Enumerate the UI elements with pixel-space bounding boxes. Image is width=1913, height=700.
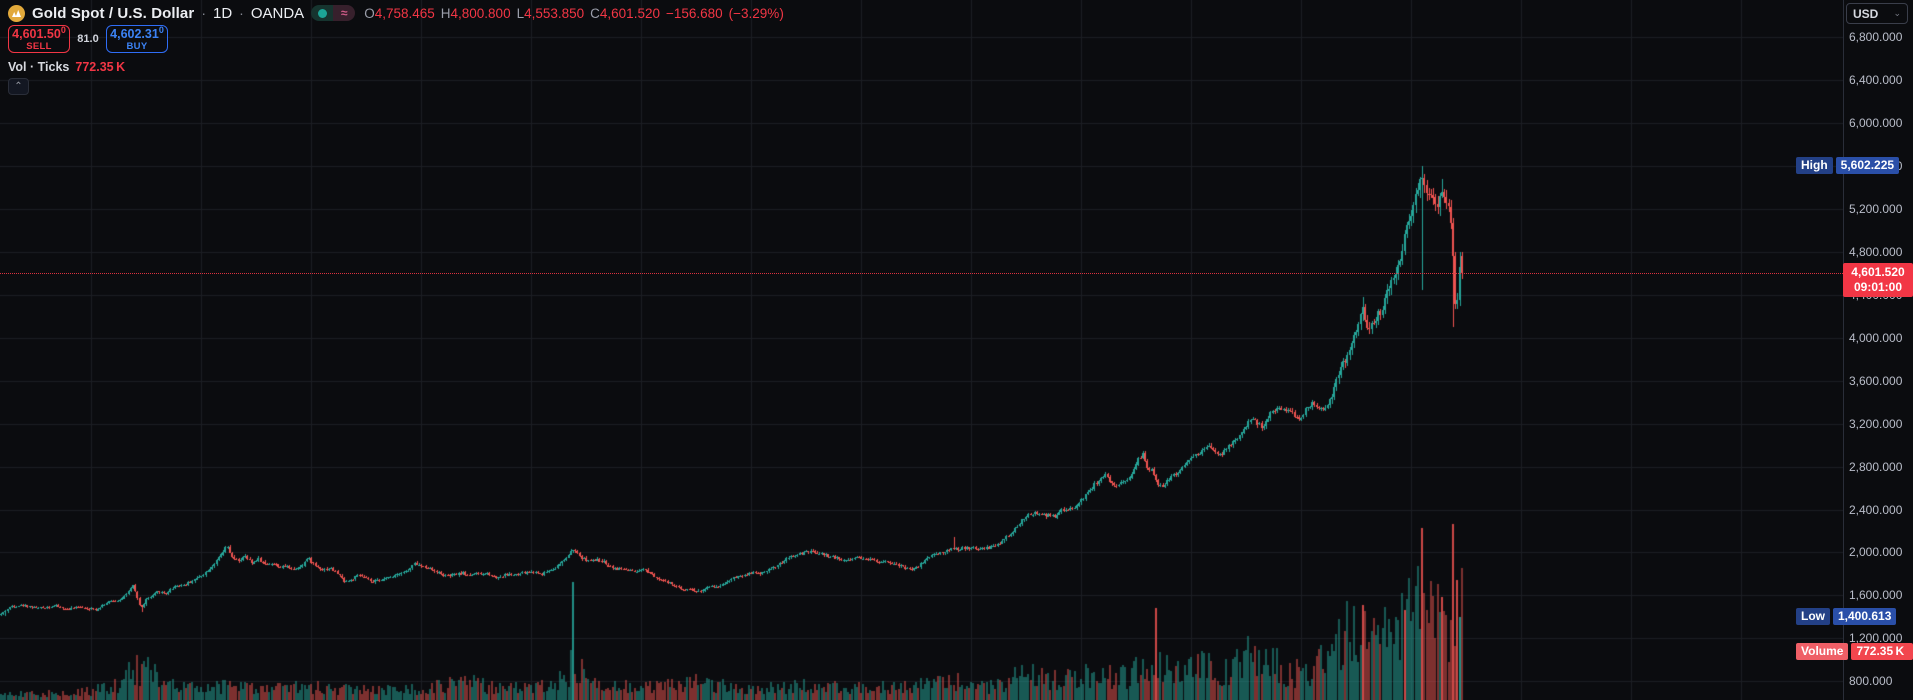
- price-tick-label: 3,600.000: [1849, 373, 1903, 388]
- chart-pane: Gold Spot / U.S. Dollar · 1D · OANDA ≈ O…: [0, 0, 1843, 700]
- price-tick-label: 5,200.000: [1849, 202, 1903, 217]
- volume-badge-label: Volume: [1796, 643, 1849, 660]
- high-value: 4,800.800: [450, 5, 511, 21]
- currency-selector-button[interactable]: USD ⌄: [1846, 3, 1908, 24]
- range-high-badge: High 5,602.225: [1796, 157, 1900, 174]
- high-badge-value: 5,602.225: [1835, 157, 1900, 174]
- volume-study-row: Vol · Ticks 772.35 K: [8, 60, 125, 74]
- high-label: H: [440, 5, 451, 21]
- buy-price: 4,602.31: [110, 27, 159, 42]
- price-tick-label: 800.000: [1849, 674, 1893, 689]
- price-tick-label: 2,800.000: [1849, 459, 1903, 474]
- currency-label: USD: [1853, 6, 1879, 21]
- price-axis[interactable]: USD ⌄ 6,800.0006,400.0006,000.0005,600.0…: [1843, 0, 1913, 700]
- close-value: 4,601.520: [599, 5, 660, 21]
- symbol-header: Gold Spot / U.S. Dollar · 1D · OANDA ≈ O…: [8, 4, 784, 22]
- low-badge-label: Low: [1796, 608, 1830, 625]
- buy-button[interactable]: 4,602.310 BUY: [106, 25, 168, 53]
- close-label: C: [590, 5, 600, 21]
- chevron-down-icon: ⌄: [1893, 8, 1901, 18]
- price-tick-label: 6,000.000: [1849, 116, 1903, 131]
- price-tick-label: 4,000.000: [1849, 330, 1903, 345]
- low-value: 4,553.850: [524, 5, 585, 21]
- spread-value: 81.0: [77, 33, 99, 45]
- price-tick-label: 3,200.000: [1849, 416, 1903, 431]
- price-tick-label: 6,400.000: [1849, 73, 1903, 88]
- price-tick-label: 2,000.000: [1849, 545, 1903, 560]
- price-tick-label: 4,800.000: [1849, 244, 1903, 259]
- exchange-label[interactable]: OANDA: [250, 4, 305, 22]
- last-price-line: [0, 273, 1843, 274]
- price-tick-label: 1,600.000: [1849, 588, 1903, 603]
- delayed-data-icon: ≈: [333, 5, 356, 21]
- trade-panel: 4,601.500 SELL 81.0 4,602.310 BUY: [8, 25, 168, 53]
- change-value: −156.680: [665, 5, 723, 21]
- buy-price-sup: 0: [158, 25, 164, 36]
- volume-study-title[interactable]: Vol · Ticks: [8, 60, 70, 74]
- change-percent: (−3.29%): [728, 5, 784, 21]
- price-tick-label: 6,800.000: [1849, 30, 1903, 45]
- open-value: 4,758.465: [374, 5, 435, 21]
- last-price-value: 4,601.520: [1851, 265, 1905, 279]
- market-status-pills[interactable]: ≈: [311, 5, 356, 21]
- open-label: O: [364, 5, 375, 21]
- price-tick-label: 2,400.000: [1849, 502, 1903, 517]
- low-badge-value: 1,400.613: [1833, 608, 1897, 625]
- volume-study-value: 772.35 K: [75, 60, 126, 74]
- volume-badge: Volume 772.35 K: [1796, 643, 1913, 660]
- range-low-badge: Low 1,400.613: [1796, 608, 1897, 625]
- sell-price-sup: 0: [60, 25, 66, 36]
- volume-badge-value: 772.35 K: [1851, 643, 1913, 660]
- last-price-badge: 4,601.520 09:01:00: [1843, 263, 1913, 297]
- ohlc-readout: O4,758.465 H4,800.800 L4,553.850 C4,601.…: [364, 6, 784, 21]
- market-open-icon: [311, 5, 334, 21]
- price-tick-label: 1,200.000: [1849, 631, 1903, 646]
- separator-dot: ·: [201, 5, 206, 21]
- last-price-time: 09:01:00: [1853, 280, 1903, 294]
- low-label: L: [516, 5, 525, 21]
- sell-label: SELL: [26, 41, 52, 53]
- symbol-title[interactable]: Gold Spot / U.S. Dollar: [32, 4, 195, 22]
- timeframe-label[interactable]: 1D: [212, 4, 233, 22]
- sell-price: 4,601.50: [12, 27, 61, 42]
- instrument-logo-icon: [8, 4, 25, 22]
- separator-dot: ·: [239, 5, 244, 21]
- pane-collapse-button[interactable]: ⌃: [8, 78, 29, 95]
- high-badge-label: High: [1796, 157, 1833, 174]
- buy-label: BUY: [126, 41, 148, 53]
- sell-button[interactable]: 4,601.500 SELL: [8, 25, 70, 53]
- candlestick-chart-canvas[interactable]: [0, 0, 1843, 700]
